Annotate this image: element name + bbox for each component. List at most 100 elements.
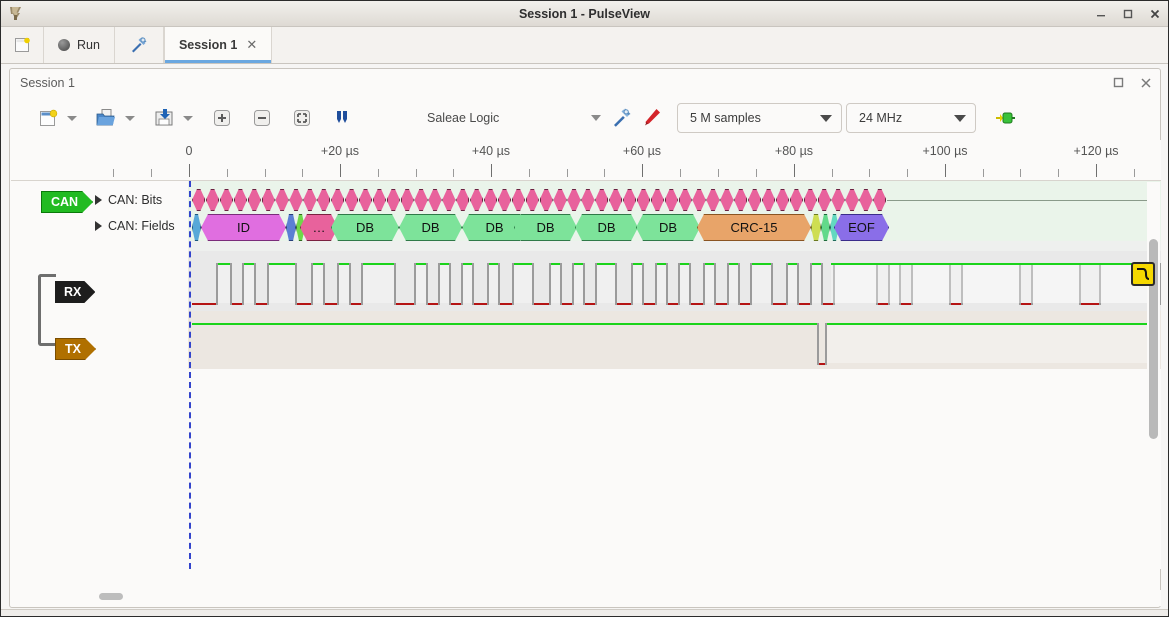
- can-bit-cell[interactable]: [720, 189, 733, 211]
- can-bit-cell[interactable]: [192, 189, 205, 211]
- can-bit-cell[interactable]: [623, 189, 636, 211]
- can-fields-row-label[interactable]: CAN: Fields: [95, 219, 175, 233]
- can-bit-cell[interactable]: [540, 189, 553, 211]
- can-bit-cell[interactable]: [289, 189, 302, 211]
- tab-session-1[interactable]: Session 1 ✕: [163, 27, 273, 63]
- can-field-db[interactable]: DB: [636, 214, 700, 241]
- can-bit-cell[interactable]: [262, 189, 275, 211]
- can-field-eof[interactable]: EOF: [834, 214, 889, 241]
- can-bit-cell[interactable]: [387, 189, 400, 211]
- can-bit-cell[interactable]: [498, 189, 511, 211]
- can-bits-row-label[interactable]: CAN: Bits: [95, 193, 162, 207]
- dock-close-icon[interactable]: [1139, 76, 1152, 89]
- can-bit-cell[interactable]: [609, 189, 622, 211]
- can-bit-cell[interactable]: [484, 189, 497, 211]
- can-bit-cell[interactable]: [220, 189, 233, 211]
- can-bit-cell[interactable]: [567, 189, 580, 211]
- decoder-badge-can[interactable]: CAN: [41, 191, 93, 213]
- sample-rate-combo[interactable]: 24 MHz: [846, 103, 976, 133]
- save-file-button[interactable]: [149, 103, 179, 133]
- sample-count-combo[interactable]: 5 M samples: [677, 103, 842, 133]
- can-bit-cell[interactable]: [665, 189, 678, 211]
- trigger-cursor-line[interactable]: [189, 181, 191, 569]
- channel-badge-tx[interactable]: TX: [55, 338, 96, 360]
- can-bit-cell[interactable]: [790, 189, 803, 211]
- can-bit-cell[interactable]: [317, 189, 330, 211]
- can-bit-cell[interactable]: [651, 189, 664, 211]
- minimize-icon[interactable]: [1094, 7, 1108, 21]
- can-bit-cell[interactable]: [692, 189, 705, 211]
- can-bit-cell[interactable]: [456, 189, 469, 211]
- can-bit-cell[interactable]: [581, 189, 594, 211]
- probe-button[interactable]: [637, 103, 667, 133]
- can-bit-cell[interactable]: [359, 189, 372, 211]
- waveform-area[interactable]: ID … DB DB DB DB DB DB CRC-15 EOF CAN CAN: Bits: [11, 181, 1161, 569]
- session-tab-close-icon[interactable]: ✕: [246, 37, 258, 52]
- zoom-fit-button[interactable]: [287, 103, 317, 133]
- maximize-icon[interactable]: [1121, 7, 1135, 21]
- can-bit-cell[interactable]: [706, 189, 719, 211]
- can-bit-cell[interactable]: [873, 189, 886, 211]
- can-bit-cell[interactable]: [679, 189, 692, 211]
- run-button[interactable]: Run: [44, 27, 115, 63]
- open-file-button[interactable]: [91, 103, 121, 133]
- dock-float-icon[interactable]: [1112, 76, 1125, 89]
- session-settings-button[interactable]: [115, 27, 164, 63]
- can-field-db[interactable]: DB: [331, 214, 399, 241]
- close-icon[interactable]: [1148, 7, 1162, 21]
- can-bit-cell[interactable]: [595, 189, 608, 211]
- expand-triangle-icon[interactable]: [95, 195, 102, 205]
- new-file-button[interactable]: [33, 103, 63, 133]
- can-bit-cell[interactable]: [442, 189, 455, 211]
- can-field-db[interactable]: DB: [575, 214, 638, 241]
- new-session-button[interactable]: [1, 27, 44, 63]
- can-bit-cell[interactable]: [248, 189, 261, 211]
- can-bit-cell[interactable]: [734, 189, 747, 211]
- vertical-scrollbar-thumb[interactable]: [1149, 239, 1158, 439]
- device-selector[interactable]: Saleae Logic: [427, 111, 607, 125]
- can-bit-cell[interactable]: [831, 189, 844, 211]
- save-file-dropdown[interactable]: [179, 103, 197, 133]
- can-bit-cell[interactable]: [234, 189, 247, 211]
- can-bit-cell[interactable]: [512, 189, 525, 211]
- can-bit-cell[interactable]: [373, 189, 386, 211]
- can-field-separator[interactable]: [286, 214, 296, 241]
- can-bit-cell[interactable]: [637, 189, 650, 211]
- new-file-dropdown[interactable]: [63, 103, 81, 133]
- can-bit-cell[interactable]: [345, 189, 358, 211]
- can-field-id[interactable]: ID: [201, 214, 286, 241]
- zoom-in-button[interactable]: [207, 103, 237, 133]
- can-bit-cell[interactable]: [401, 189, 414, 211]
- time-ruler[interactable]: 0 +20 µs +40 µs +60 µs +80 µs +100 µs +120 µs: [11, 140, 1161, 181]
- zoom-out-button[interactable]: [247, 103, 277, 133]
- can-bit-cell[interactable]: [818, 189, 831, 211]
- can-bit-cell[interactable]: [748, 189, 761, 211]
- expand-triangle-icon[interactable]: [95, 221, 102, 231]
- device-settings-button[interactable]: [607, 103, 637, 133]
- can-bit-cell[interactable]: [845, 189, 858, 211]
- can-field-crc-15[interactable]: CRC-15: [697, 214, 811, 241]
- horizontal-scrollbar-thumb[interactable]: [99, 593, 123, 600]
- can-field-separator[interactable]: [811, 214, 821, 241]
- can-bit-cell[interactable]: [206, 189, 219, 211]
- can-bit-cell[interactable]: [776, 189, 789, 211]
- can-bit-cell[interactable]: [331, 189, 344, 211]
- can-bit-cell[interactable]: [428, 189, 441, 211]
- can-bit-cell[interactable]: [804, 189, 817, 211]
- can-field-db[interactable]: DB: [514, 214, 577, 241]
- falling-edge-trigger-icon[interactable]: [1131, 262, 1155, 286]
- connector-button[interactable]: [990, 103, 1020, 133]
- can-bit-cell[interactable]: [414, 189, 427, 211]
- can-bit-cell[interactable]: [470, 189, 483, 211]
- can-bit-cell[interactable]: [303, 189, 316, 211]
- can-field-db[interactable]: DB: [399, 214, 462, 241]
- show-cursors-button[interactable]: [327, 103, 357, 133]
- can-bit-cell[interactable]: [275, 189, 288, 211]
- channel-badge-rx[interactable]: RX: [55, 281, 95, 303]
- can-bit-cell[interactable]: [762, 189, 775, 211]
- can-field-separator[interactable]: [192, 214, 201, 241]
- can-field-separator[interactable]: [821, 214, 830, 241]
- can-bit-cell[interactable]: [553, 189, 566, 211]
- can-bit-cell[interactable]: [526, 189, 539, 211]
- open-file-dropdown[interactable]: [121, 103, 139, 133]
